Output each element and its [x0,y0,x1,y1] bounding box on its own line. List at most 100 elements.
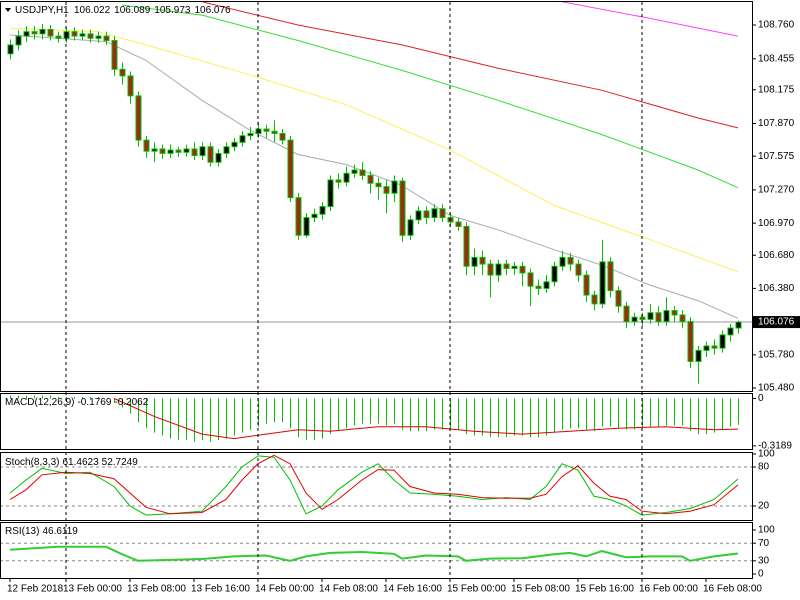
candle-body [335,179,342,183]
candle-body [95,35,102,39]
candle-body [111,40,118,70]
candle-body [31,31,38,35]
candle-body [23,31,30,37]
last-high: 106.089 [114,5,151,16]
candle-body [383,186,390,194]
candle-body [231,141,238,148]
candle-body [47,28,54,37]
macd-last: -0.1769 [77,397,111,408]
candle-body [247,132,254,137]
candle-body [439,208,446,219]
y-tick-label: 108.175 [758,84,795,95]
candle-body [375,182,382,188]
candle-body [399,180,406,236]
candle-body [127,75,134,97]
moving-average [201,2,739,129]
y-tick-label: 107.870 [758,118,795,129]
last-open: 106.022 [74,5,111,16]
candle-body [591,294,598,305]
y-tick-label: 108.760 [758,20,795,31]
candle-body [687,321,694,362]
candle-body [311,213,318,219]
candle-body [711,345,718,349]
candle-body [463,225,470,267]
stoch-signal-last: 52.7249 [102,457,139,468]
candle-body [471,256,478,267]
candle-body [343,172,350,183]
candle-body [271,130,278,134]
symbol: USDJPY,H1 [15,5,69,16]
candle-body [599,261,606,305]
x-tick-label: 15 Feb 16:00 [575,584,634,595]
candle-body [551,265,558,283]
x-tick-label: 16 Feb 00:00 [639,584,698,595]
x-tick-label: 14 Feb 16:00 [383,584,442,595]
candle-body [359,169,366,177]
y-tick-label: 106.680 [758,250,795,261]
y-tick-label: 0 [758,393,764,404]
candle-body [167,149,174,154]
y-tick-label: 106.970 [758,218,795,229]
candle-body [615,290,622,307]
y-tick-label: -0.3189 [758,441,792,452]
indicator-line [9,545,739,562]
price-legend: USDJPY,H1 106.022 106.089 105.973 106.076 [15,5,231,16]
panel-frame [0,522,753,579]
x-tick-label: 15 Feb 08:00 [511,584,570,595]
candle-body [695,349,702,362]
y-tick-label: 106.380 [758,283,795,294]
candle-body [223,146,230,154]
candle-body [175,149,182,153]
candle-body [215,152,222,163]
candle-body [303,217,310,236]
candle-body [135,95,142,141]
signal-last: -0.2062 [114,397,148,408]
candle-body [663,310,670,323]
candle-body [575,263,582,276]
rsi-panel [1,542,752,562]
candle-body [279,132,286,141]
candle-body [479,256,486,265]
candle-body [295,197,302,236]
candle-body [719,334,726,349]
candle-body [623,305,630,323]
panel-frame [0,452,753,521]
candle-body [55,35,62,39]
last-close: 106.076 [194,5,231,16]
candle-body [423,210,430,219]
current-price-box [753,316,800,329]
candle-body [391,180,398,194]
candle-body [487,263,494,276]
candle-body [239,135,246,143]
candle-body [527,272,534,287]
candle-body [39,28,46,35]
candle-body [535,285,542,289]
candle-body [263,128,270,132]
candle-body [583,274,590,296]
rsi-legend: RSI(13) 46.6119 [5,526,78,537]
y-tick-label: 107.575 [758,151,795,162]
candle-body [143,139,150,152]
y-tick-label: 100 [758,449,775,460]
panel-frame [0,1,753,392]
y-tick-label: 80 [758,462,770,473]
y-tick-label: 70 [758,538,770,549]
candle-body [7,44,14,55]
y-tick-label: 30 [758,555,770,566]
candle-body [191,148,198,157]
x-tick-label: 13 Feb 00:00 [63,584,122,595]
moving-average [121,4,739,189]
candle-body [519,265,526,274]
candle-body [655,312,662,323]
candle-body [567,256,574,265]
candle-body [647,312,654,320]
candle-body [71,31,78,37]
x-tick-label: 14 Feb 00:00 [255,584,314,595]
candle-body [151,148,158,152]
last-low: 105.973 [154,5,191,16]
candle-body [15,35,22,46]
candle-body [431,208,438,219]
y-tick-label: 105.780 [758,349,795,360]
menu-arrow[interactable] [5,8,11,12]
